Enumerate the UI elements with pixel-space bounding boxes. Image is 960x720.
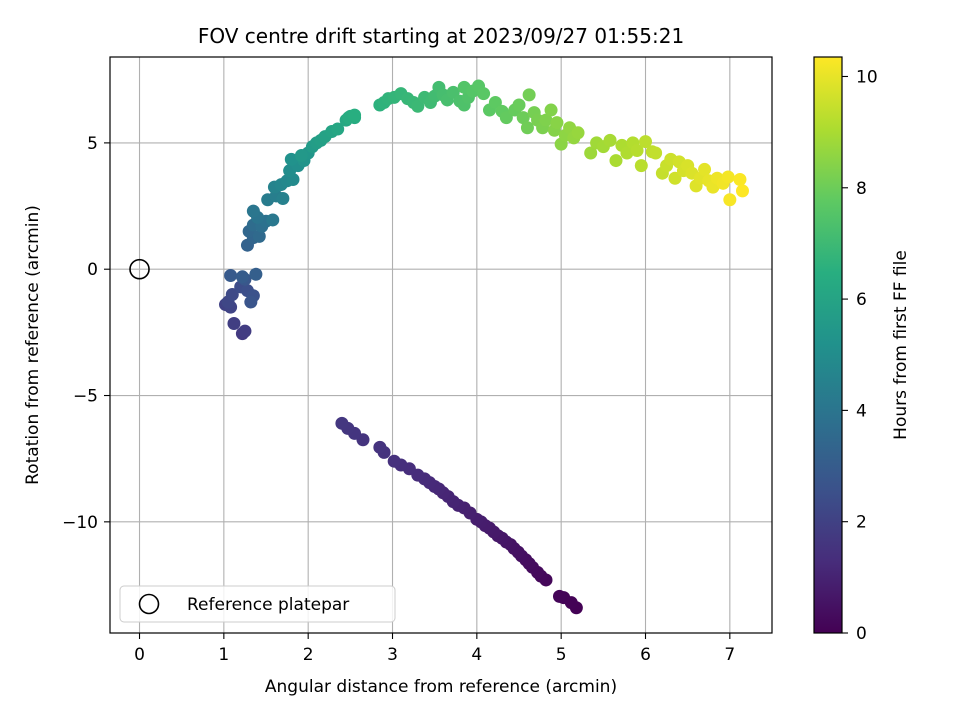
legend: Reference platepar xyxy=(119,585,396,623)
colorbar-tick-label: 8 xyxy=(856,179,867,199)
data-point xyxy=(550,116,564,130)
data-point xyxy=(477,87,491,101)
colorbar-ticks: 0 2 4 6 8 10 xyxy=(842,67,878,644)
x-axis-title: Angular distance from reference (arcmin) xyxy=(265,677,617,697)
data-point xyxy=(584,146,598,160)
data-point xyxy=(335,416,349,430)
data-point xyxy=(698,162,712,176)
legend-box xyxy=(119,585,396,623)
data-point xyxy=(735,184,749,198)
data-point xyxy=(520,121,534,135)
data-point xyxy=(294,149,308,163)
legend-marker xyxy=(138,593,160,615)
y-tick-label: 0 xyxy=(87,260,98,280)
data-point xyxy=(224,269,238,283)
data-point xyxy=(649,146,663,160)
data-point xyxy=(603,133,617,147)
colorbar: 0 2 4 6 8 10 Hours from first FF file xyxy=(813,56,911,644)
data-point xyxy=(411,99,425,113)
data-point xyxy=(488,95,502,109)
data-point xyxy=(668,171,682,185)
x-tick-label: 5 xyxy=(556,645,567,665)
data-point xyxy=(634,159,648,173)
data-point xyxy=(552,589,566,603)
data-point xyxy=(639,135,653,149)
colorbar-tick-label: 4 xyxy=(856,401,867,421)
data-point xyxy=(522,88,536,102)
y-axis: −10 −5 0 5 xyxy=(62,134,110,533)
data-point xyxy=(246,204,260,218)
x-tick-label: 3 xyxy=(387,645,398,665)
x-tick-label: 1 xyxy=(218,645,229,665)
chart-title: FOV centre drift starting at 2023/09/27 … xyxy=(198,24,684,48)
colorbar-tick-label: 10 xyxy=(856,67,878,87)
data-point xyxy=(252,229,266,243)
data-point xyxy=(348,108,362,122)
data-point xyxy=(276,191,290,205)
data-point xyxy=(284,152,298,166)
data-point xyxy=(238,324,252,338)
y-tick-label: −10 xyxy=(62,513,98,533)
colorbar-title: Hours from first FF file xyxy=(891,250,911,440)
data-point xyxy=(227,317,241,331)
colorbar-gradient xyxy=(813,56,843,634)
data-point xyxy=(446,85,460,99)
x-axis: 0 1 2 3 4 5 6 7 xyxy=(134,633,735,665)
data-point xyxy=(544,103,558,117)
data-point xyxy=(539,113,553,127)
data-point xyxy=(249,267,263,281)
data-point xyxy=(516,111,530,125)
data-point xyxy=(512,98,526,112)
data-point xyxy=(630,143,644,157)
data-point xyxy=(499,111,513,125)
x-tick-label: 7 xyxy=(724,645,735,665)
data-point xyxy=(620,146,634,160)
colorbar-tick-label: 2 xyxy=(856,513,867,533)
data-point xyxy=(235,270,249,284)
data-point xyxy=(721,170,735,184)
grid xyxy=(110,57,772,633)
data-point xyxy=(244,295,258,309)
y-axis-title: Rotation from reference (arcmin) xyxy=(23,205,43,485)
legend-label: Reference platepar xyxy=(187,595,349,615)
colorbar-tick-label: 0 xyxy=(856,624,867,644)
data-point xyxy=(266,213,280,227)
reference-marker xyxy=(129,258,150,280)
data-point xyxy=(609,154,623,168)
plot-frame xyxy=(109,56,773,634)
data-point xyxy=(571,126,585,140)
x-tick-label: 2 xyxy=(303,645,314,665)
y-tick-label: −5 xyxy=(73,387,98,407)
data-point xyxy=(373,440,387,454)
x-tick-label: 0 xyxy=(134,645,145,665)
y-tick-label: 5 xyxy=(87,134,98,154)
data-point xyxy=(733,173,747,187)
data-point xyxy=(225,287,239,301)
data-points xyxy=(219,79,749,615)
data-point xyxy=(723,193,737,207)
data-point xyxy=(331,122,345,136)
x-tick-label: 6 xyxy=(640,645,651,665)
colorbar-tick-label: 6 xyxy=(856,290,867,310)
x-tick-label: 4 xyxy=(471,645,482,665)
data-point xyxy=(387,454,401,468)
